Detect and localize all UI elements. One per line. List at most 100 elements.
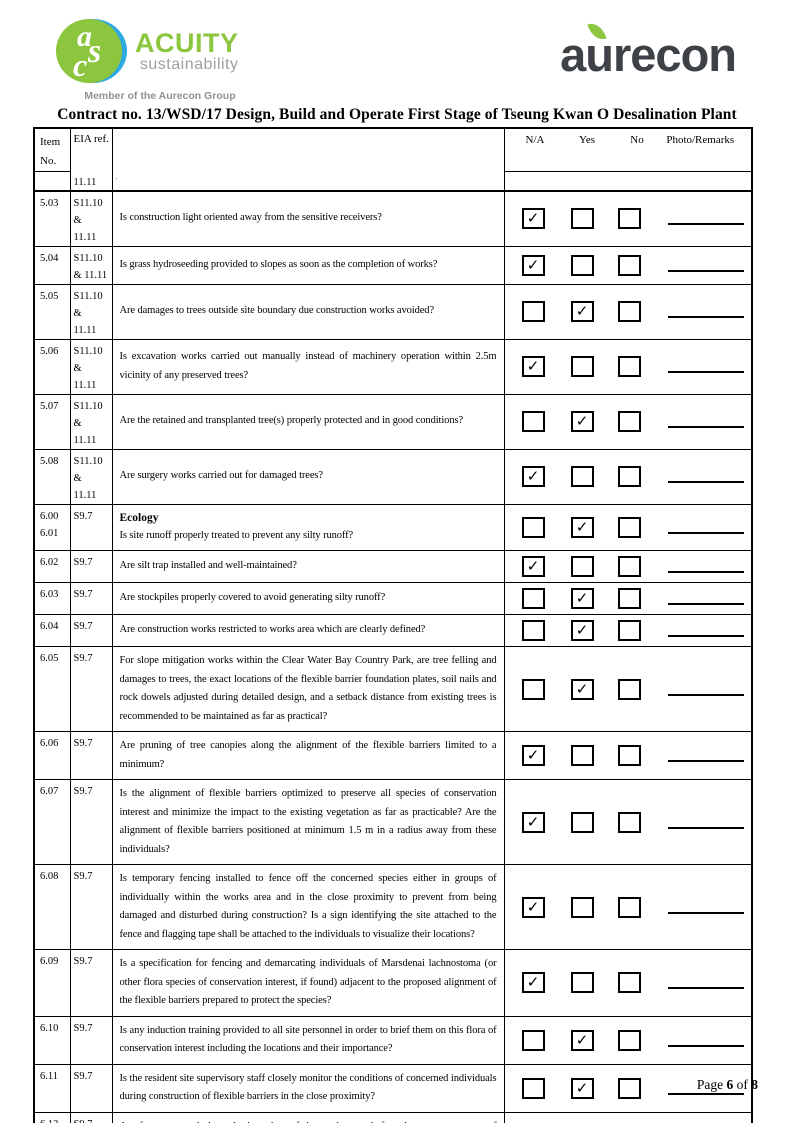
checkbox-no[interactable] (617, 896, 641, 918)
table-row: 5.07 S11.10 & 11.11 Are the retained and… (33, 393, 753, 450)
eia-ref: S9.7 (69, 779, 113, 865)
checkbox-yes[interactable]: ✓ (570, 301, 594, 322)
eia-ref: S11.10 & 11.11 (69, 448, 113, 505)
item-no: 5.05 (33, 283, 71, 340)
checkbox-na[interactable] (521, 1077, 545, 1099)
table-row: 6.10 S9.7 Is any induction training prov… (33, 1015, 753, 1065)
checkbox-yes[interactable]: ✓ (570, 1077, 594, 1099)
checkbox-no[interactable] (617, 556, 641, 577)
question-text: Is any induction training provided to al… (119, 1024, 497, 1055)
question-text: Is the alignment of flexible barriers op… (119, 788, 497, 855)
checkbox-yes[interactable] (570, 972, 594, 994)
acuity-monogram-icon: a s c (55, 18, 127, 84)
table-row: 6.12 S9.7 Are fences erected along the b… (33, 1111, 753, 1123)
table-row: 5.03 S11.10 & 11.11 Is construction ligh… (33, 190, 753, 247)
question-text: Are pruning of tree canopies along the a… (119, 740, 497, 770)
checkbox-no[interactable] (617, 811, 641, 833)
checkbox-no[interactable] (617, 620, 641, 641)
table-row: 6.11 S9.7 Is the resident site superviso… (33, 1063, 753, 1113)
carryover-eia-ref: 11.11 (69, 171, 113, 192)
item-no: 5.06 (33, 338, 71, 395)
checkbox-yes[interactable] (570, 208, 594, 229)
eia-ref: S9.7 (69, 1063, 113, 1113)
checkbox-yes[interactable] (570, 556, 594, 577)
checkbox-na[interactable] (521, 301, 545, 322)
checkbox-na[interactable]: ✓ (521, 556, 545, 577)
checkbox-na[interactable]: ✓ (521, 811, 545, 833)
checkbox-no[interactable] (617, 516, 641, 538)
question-text: Is excavation works carried out manually… (119, 351, 497, 381)
carryover-checks (503, 171, 753, 192)
checkbox-yes[interactable]: ✓ (570, 516, 594, 538)
question-text: Is grass hydroseeding provided to slopes… (119, 258, 438, 270)
checkbox-na[interactable]: ✓ (521, 745, 545, 766)
checkbox-no[interactable] (617, 466, 641, 487)
checkbox-yes[interactable] (570, 254, 594, 276)
checkbox-yes[interactable]: ✓ (570, 411, 594, 432)
page-total: 8 (751, 1077, 758, 1092)
checkbox-yes[interactable] (570, 811, 594, 833)
checkbox-na[interactable]: ✓ (521, 466, 545, 487)
table-row: 5.05 S11.10 & 11.11 Are damages to trees… (33, 283, 753, 340)
remarks-line (668, 571, 744, 573)
checkbox-no[interactable] (617, 678, 641, 700)
checkbox-no[interactable] (617, 588, 641, 609)
checkbox-yes[interactable] (570, 896, 594, 918)
item-no: 6.02 (33, 550, 71, 583)
checkbox-na[interactable]: ✓ (521, 896, 545, 918)
checkbox-na[interactable] (521, 516, 545, 538)
page-number: Page 6 of 8 (697, 1077, 758, 1093)
checkbox-yes[interactable]: ✓ (570, 1029, 594, 1051)
remarks-line (668, 635, 744, 637)
item-no: 6.12 (33, 1111, 71, 1123)
checkbox-no[interactable] (617, 411, 641, 432)
eia-ref: S11.10 & 11.11 (69, 190, 113, 247)
eia-ref: S9.7 (69, 949, 113, 1017)
question-text: Is temporary fencing installed to fence … (119, 873, 497, 940)
checkbox-yes[interactable] (570, 356, 594, 377)
question-text: Is site runoff properly treated to preve… (119, 529, 354, 541)
remarks-line (668, 826, 744, 829)
aurecon-logo: aurecon (560, 20, 737, 86)
carryover-question: . (111, 171, 505, 192)
checkbox-na[interactable] (521, 411, 545, 432)
checkbox-yes[interactable]: ✓ (570, 620, 594, 641)
remarks-line (668, 693, 744, 696)
remarks-line (668, 269, 744, 272)
acuity-member-line: Member of the Aurecon Group (84, 90, 236, 102)
remarks-line (668, 481, 744, 483)
checkbox-no[interactable] (617, 745, 641, 766)
checkbox-na[interactable] (521, 588, 545, 609)
question-text: Is construction light oriented away from… (119, 212, 382, 224)
checkbox-no[interactable] (617, 356, 641, 377)
checkbox-no[interactable] (617, 1077, 641, 1099)
col-header-remarks: Photo/Remarks (666, 134, 735, 146)
checkbox-yes[interactable] (570, 466, 594, 487)
acuity-logo: a s c ACUITY sustainability Member of th… (55, 18, 285, 102)
eia-ref: S9.7 (69, 614, 113, 647)
item-no: 5.07 (33, 393, 71, 450)
item-no: 6.04 (33, 614, 71, 647)
checkbox-na[interactable] (521, 678, 545, 700)
checkbox-no[interactable] (617, 1029, 641, 1051)
checkbox-na[interactable]: ✓ (521, 356, 545, 377)
checkbox-no[interactable] (617, 301, 641, 322)
page-current: 6 (726, 1077, 734, 1092)
checkbox-na[interactable]: ✓ (521, 972, 545, 994)
checkbox-yes[interactable]: ✓ (570, 588, 594, 609)
checkbox-no[interactable] (617, 254, 641, 276)
remarks-line (668, 603, 744, 605)
question-text: For slope mitigation works within the Cl… (119, 655, 497, 722)
checkbox-na[interactable]: ✓ (521, 208, 545, 229)
checkbox-no[interactable] (617, 972, 641, 994)
checkbox-yes[interactable]: ✓ (570, 678, 594, 700)
checkbox-na[interactable] (521, 1029, 545, 1051)
checkbox-na[interactable] (521, 620, 545, 641)
remarks-line (668, 1044, 744, 1047)
eia-ref: S11.10 & 11.11 (69, 283, 113, 340)
checkbox-yes[interactable] (570, 745, 594, 766)
checkbox-na[interactable]: ✓ (521, 254, 545, 276)
table-row: 6.06 S9.7 Are pruning of tree canopies a… (33, 731, 753, 780)
checkbox-no[interactable] (617, 208, 641, 229)
item-no: 6.06 (33, 731, 71, 780)
